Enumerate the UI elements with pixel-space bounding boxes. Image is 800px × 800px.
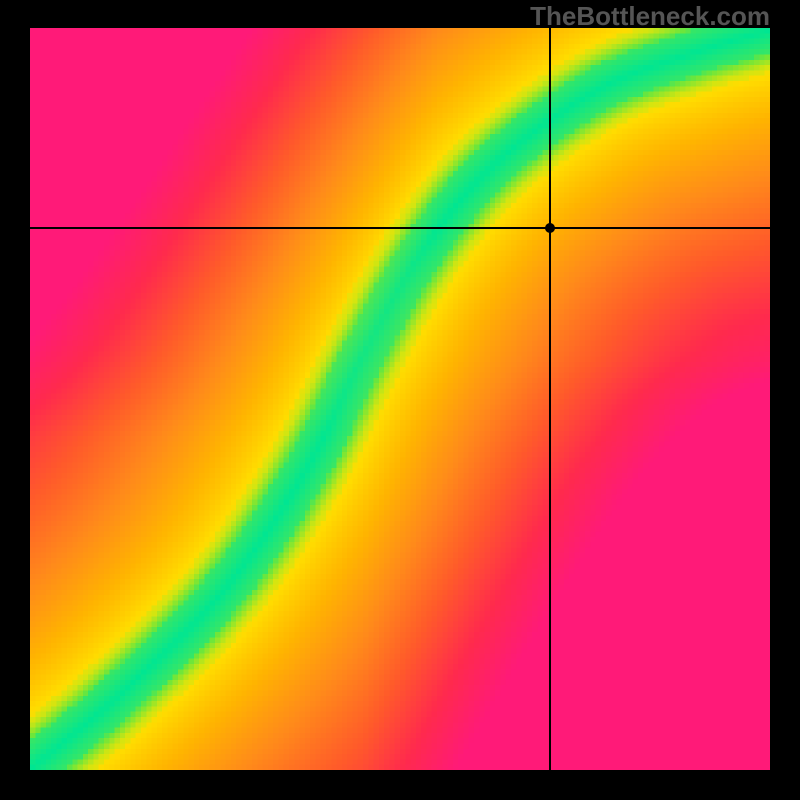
bottleneck-heatmap	[30, 28, 770, 770]
crosshair-vertical	[549, 28, 551, 770]
crosshair-horizontal	[30, 227, 770, 229]
watermark-text: TheBottleneck.com	[530, 1, 770, 32]
crosshair-marker	[545, 223, 555, 233]
